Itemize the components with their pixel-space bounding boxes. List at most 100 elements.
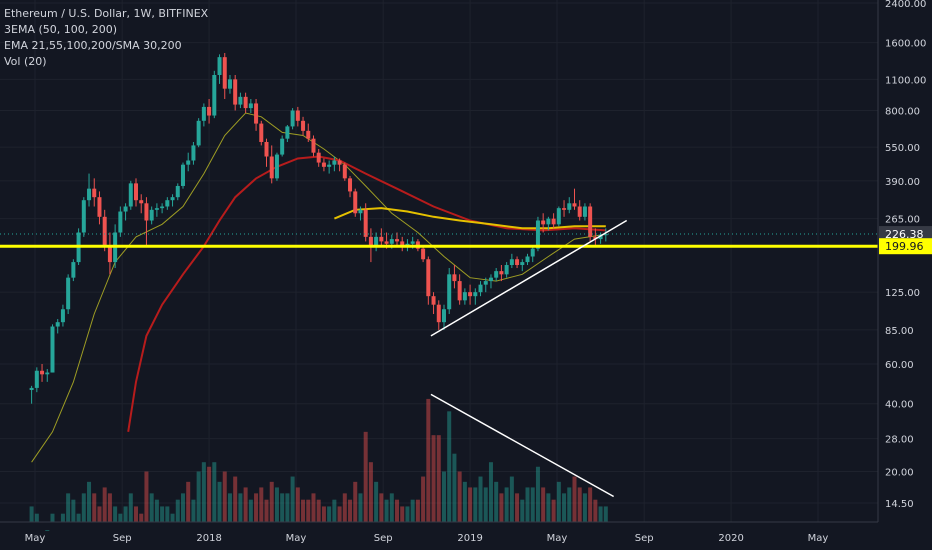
volume-bar [87,481,92,522]
volume-bar [45,530,50,532]
y-tick-label: 550.00 [885,143,920,154]
candle-body [389,239,394,244]
y-tick-label: 40.00 [885,400,914,411]
volume-bar [598,506,603,522]
volume-bar [488,462,493,522]
candle-body [520,262,525,266]
candle-body [285,126,290,139]
candle-body [264,141,269,157]
volume-bar [269,481,274,522]
volume-bar [551,499,556,522]
candle-body [368,236,373,247]
volume-bar [337,506,342,522]
candle-body [233,79,238,105]
candle-body [154,208,159,210]
volume-bar [217,481,222,522]
y-tick-label: 28.00 [885,435,914,446]
indicator-ema-sma[interactable]: EMA 21,55,100,200/SMA 30,200 [4,39,182,52]
volume-bar [567,487,572,522]
candle-body [254,103,259,124]
indicator-volume[interactable]: Vol (20) [4,55,47,68]
current-price-label-bg [879,226,932,243]
volume-bar [468,487,473,522]
volume-bar [379,493,384,522]
y-tick-label: 800.00 [885,107,920,118]
price-trendline [430,219,628,337]
candle-body [348,178,353,192]
candle-body [327,164,332,167]
candle-body [186,160,191,165]
volume-bar [107,493,112,522]
candle-body [222,57,227,89]
volume-bar [374,481,379,522]
candle-body [165,200,170,207]
candle-body [478,284,483,293]
volume-bar [243,487,248,522]
volume-bar [348,499,353,522]
candle-body [170,197,175,201]
candle-body [379,236,384,242]
volume-bar [504,487,509,522]
candle-body [301,120,306,131]
volume-bar [410,499,415,522]
volume-bar [572,476,577,522]
candle-body [410,241,415,244]
candle-body [598,234,603,240]
candle-body [353,191,358,214]
volume-bar [60,513,65,522]
volume-bar [546,493,551,522]
candle-body [603,234,608,236]
volume-bar [102,487,107,522]
volume-bar [515,493,520,522]
candle-body [201,106,206,121]
volume-bar [353,481,358,522]
candle-body [134,183,139,201]
volume-bar [421,476,426,522]
volume-bar [201,462,206,522]
candle-body [395,239,400,242]
candle-body [306,130,311,139]
candle-body [562,208,567,210]
candle-body [207,106,212,116]
indicator-3ema[interactable]: 3EMA (50, 100, 200) [4,23,118,36]
candle-body [431,296,436,305]
volume-bar [295,487,300,522]
candle-body [50,326,55,373]
candle-body [337,160,342,165]
support-price-label: 199.96 [885,240,924,253]
volume-bar [452,453,457,522]
candle-body [212,74,217,116]
x-tick-label: May [547,533,568,544]
candle-body [546,218,551,225]
candle-body [363,209,368,237]
volume-bar [541,487,546,522]
candle-body [139,200,144,204]
y-tick-label: 20.00 [885,468,914,479]
candle-body [436,304,441,323]
candle-body [426,259,431,297]
volume-bar [128,493,133,522]
symbol-title[interactable]: Ethereum / U.S. Dollar, 1W, BITFINEX [4,7,209,20]
volume-bar [50,513,55,522]
volume-bar [254,493,259,522]
volume-bar [311,493,316,522]
volume-bar [113,506,118,522]
candle-body [144,203,149,221]
candle-body [504,265,509,275]
y-tick-label: 60.00 [885,360,914,371]
volume-bar [562,493,567,522]
volume-bar [301,499,306,522]
volume-bar [473,487,478,522]
x-tick-label: Sep [374,533,393,544]
candle-body [447,274,452,310]
candle-body [29,387,34,391]
candle-body [530,248,535,257]
volume-bar [118,513,123,522]
volume-bar [603,506,608,522]
volume-bar [593,499,598,522]
x-tick-label: 2019 [457,533,482,544]
candle-body [316,152,321,163]
volume-bar [400,506,405,522]
volume-bar [233,476,238,522]
